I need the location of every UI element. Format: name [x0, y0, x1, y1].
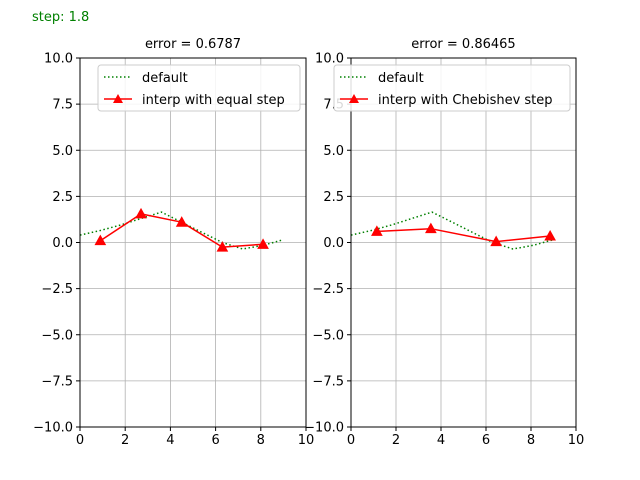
data-point-marker	[371, 225, 383, 236]
series-line-1	[376, 227, 551, 243]
legend-label: interp with Chebishev step	[378, 93, 553, 108]
x-tick-label: 0	[347, 433, 355, 448]
y-tick-label: 5.0	[323, 144, 344, 159]
y-tick-label: 10.0	[44, 52, 73, 67]
x-tick-label: 10	[568, 433, 585, 448]
data-point-marker	[216, 241, 229, 252]
x-tick-label: 8	[257, 433, 265, 448]
data-point-marker	[257, 238, 269, 249]
x-tick-label: 6	[211, 433, 219, 448]
x-tick-label: 0	[76, 433, 84, 448]
plot-equal-step: 0 2 4 6 8 10 −10.0 −7.5 −5.0 −2.5 0.0 2.5 5.0 7.5 10.0…	[33, 37, 314, 448]
data-point-marker	[135, 207, 147, 219]
data-point-marker	[175, 216, 188, 227]
legend-swatch-marker	[349, 94, 359, 103]
y-tick-label: −7.5	[41, 374, 73, 389]
y-tick-label: 5.0	[52, 144, 73, 159]
data-point-marker	[94, 234, 107, 246]
y-tick-label: 0.0	[52, 236, 73, 251]
x-tick-label: 2	[121, 433, 129, 448]
series-line-0	[79, 211, 284, 250]
legend: default interp with Chebishev step	[333, 64, 571, 112]
legend: default interp with equal step	[97, 64, 301, 112]
y-tick-label: 2.5	[52, 190, 73, 205]
step-label: step: 1.8	[32, 10, 90, 25]
y-tick-label: −2.5	[312, 282, 344, 297]
y-tick-label: −7.5	[312, 374, 344, 389]
y-tick-label: 10.0	[315, 52, 344, 67]
legend-label: interp with equal step	[142, 93, 285, 108]
chart-title: error = 0.86465	[411, 37, 515, 52]
x-tick-label: 10	[298, 433, 315, 448]
y-tick-label: 0.0	[323, 236, 344, 251]
y-tick-label: −5.0	[312, 328, 344, 343]
x-tick-label: 4	[166, 433, 174, 448]
legend-box	[333, 64, 571, 112]
legend-label: default	[142, 71, 188, 86]
legend-swatch-marker	[113, 94, 123, 103]
data-point-marker	[490, 235, 502, 247]
series-line-0	[350, 211, 554, 250]
data-point-marker	[425, 222, 437, 234]
x-tick-label: 8	[527, 433, 535, 448]
y-tick-label: −2.5	[41, 282, 73, 297]
x-tick-label: 6	[482, 433, 490, 448]
y-tick-label: 2.5	[323, 190, 344, 205]
x-tick-label: 2	[392, 433, 400, 448]
x-tick-label: 4	[437, 433, 445, 448]
y-tick-label: −10.0	[304, 421, 344, 436]
data-point-marker	[544, 230, 556, 241]
y-tick-label: 7.5	[52, 98, 73, 113]
legend-box	[97, 64, 301, 112]
y-tick-label: −10.0	[33, 421, 73, 436]
y-tick-label: −5.0	[41, 328, 73, 343]
legend-label: default	[378, 71, 424, 86]
plot-chebishev-step: 0246810−10.0−7.5−5.0−2.50.02.55.07.510.0…	[304, 37, 584, 448]
chart-title: error = 0.6787	[145, 37, 241, 52]
